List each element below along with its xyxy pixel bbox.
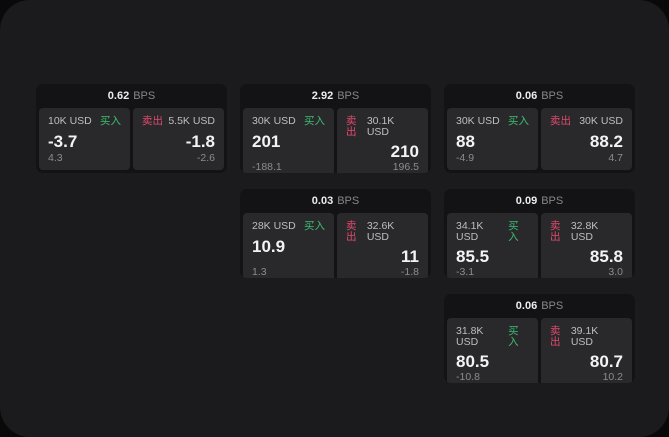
buy-side-label: 买入 [304,220,325,232]
sell-tile[interactable]: 卖出 32.8K USD 85.8 3.0 [541,213,632,278]
sell-size: 39.1K USD [570,325,599,348]
sell-side-label: 卖出 [346,115,357,138]
buy-side-label: 买入 [508,325,519,348]
sell-price: 88.2 [589,131,623,151]
buy-tile[interactable]: 10K USD 买入 -3.7 4.3 [39,108,130,170]
bps-header: 0.09 BPS [444,189,635,211]
bps-unit-label: BPS [541,90,564,102]
sell-side-label: 卖出 [550,325,561,348]
sell-side-label: 卖出 [550,115,571,127]
bps-header: 0.06 BPS [444,84,635,106]
bps-unit-label: BPS [337,195,360,207]
sell-price: 80.7 [589,352,623,371]
price-tiles: 28K USD 买入 10.9 1.3 卖出 32.6K USD 11 -1.8 [240,211,431,278]
buy-tile[interactable]: 30K USD 买入 88 -4.9 [447,108,538,170]
sell-tile[interactable]: 卖出 30.1K USD 210 196.5 [337,108,428,173]
sell-delta: 4.7 [608,151,623,164]
sell-size: 30.1K USD [366,115,395,138]
bps-value: 0.03 [311,195,334,207]
price-tiles: 30K USD 买入 201 -188.1 卖出 30.1K USD 210 1… [240,106,431,173]
sell-delta: -2.6 [196,151,215,164]
buy-price: 88 [456,131,475,151]
quote-card: 0.09 BPS 34.1K USD 买入 85.5 -3.1 卖出 32.8K… [444,189,635,278]
sell-tile[interactable]: 卖出 32.6K USD 11 -1.8 [337,213,428,278]
buy-price: 80.5 [456,352,490,371]
buy-tile[interactable]: 30K USD 买入 201 -188.1 [243,108,334,173]
bps-unit-label: BPS [541,300,564,312]
sell-size: 32.8K USD [570,220,599,243]
buy-price: -3.7 [48,131,78,151]
bps-header: 2.92 BPS [240,84,431,106]
sell-delta: 3.0 [608,265,623,278]
price-tiles: 34.1K USD 买入 85.5 -3.1 卖出 32.8K USD 85.8… [444,211,635,278]
bps-value: 2.92 [311,90,334,102]
sell-price: 210 [390,142,419,161]
price-tiles: 10K USD 买入 -3.7 4.3 卖出 5.5K USD -1.8 -2.… [36,106,227,173]
bps-header: 0.03 BPS [240,189,431,211]
buy-size: 34.1K USD [456,220,484,243]
bps-header: 0.62 BPS [36,84,227,106]
buy-side-label: 买入 [100,115,121,127]
price-tiles: 31.8K USD 买入 80.5 -10.8 卖出 39.1K USD 80.… [444,316,635,383]
quote-card: 0.03 BPS 28K USD 买入 10.9 1.3 卖出 32.6K US… [240,189,431,278]
buy-tile[interactable]: 34.1K USD 买入 85.5 -3.1 [447,213,538,278]
buy-price: 201 [252,131,281,151]
sell-price: -1.8 [185,131,215,151]
sell-delta: -1.8 [400,265,419,278]
bps-value: 0.06 [515,300,538,312]
buy-delta: -188.1 [252,160,282,173]
buy-size: 30K USD [252,115,296,127]
sell-delta: 10.2 [602,370,623,383]
buy-price: 10.9 [252,236,286,256]
sell-tile[interactable]: 卖出 39.1K USD 80.7 10.2 [541,318,632,383]
sell-side-label: 卖出 [142,115,163,127]
sell-size: 32.6K USD [366,220,395,243]
quote-card: 0.06 BPS 30K USD 买入 88 -4.9 卖出 30K USD [444,84,635,173]
bps-unit-label: BPS [337,90,360,102]
quote-card: 0.62 BPS 10K USD 买入 -3.7 4.3 卖出 5.5K USD [36,84,227,173]
bps-header: 0.06 BPS [444,294,635,316]
buy-price: 85.5 [456,247,490,266]
buy-tile[interactable]: 28K USD 买入 10.9 1.3 [243,213,334,278]
buy-size: 31.8K USD [456,325,484,348]
buy-tile[interactable]: 31.8K USD 买入 80.5 -10.8 [447,318,538,383]
sell-price: 11 [401,247,419,266]
buy-side-label: 买入 [508,115,529,127]
sell-delta: 196.5 [392,160,419,173]
sell-tile[interactable]: 卖出 30K USD 88.2 4.7 [541,108,632,170]
buy-delta: -10.8 [456,370,480,383]
buy-size: 30K USD [456,115,500,127]
bps-value: 0.62 [107,90,130,102]
quote-card: 2.92 BPS 30K USD 买入 201 -188.1 卖出 30.1K … [240,84,431,173]
buy-delta: -3.1 [456,265,475,278]
sell-side-label: 卖出 [550,220,561,243]
buy-side-label: 买入 [508,220,519,243]
bps-unit-label: BPS [133,90,156,102]
sell-size: 5.5K USD [168,115,215,127]
sell-size: 30K USD [579,115,623,127]
price-tiles: 30K USD 买入 88 -4.9 卖出 30K USD 88.2 4.7 [444,106,635,173]
buy-size: 10K USD [48,115,92,127]
bps-value: 0.09 [515,195,538,207]
bps-value: 0.06 [515,90,538,102]
quote-card-grid: 0.62 BPS 10K USD 买入 -3.7 4.3 卖出 5.5K USD [36,84,635,383]
sell-tile[interactable]: 卖出 5.5K USD -1.8 -2.6 [133,108,224,170]
bps-unit-label: BPS [541,195,564,207]
buy-size: 28K USD [252,220,296,232]
buy-delta: -4.9 [456,151,475,164]
quote-card: 0.06 BPS 31.8K USD 买入 80.5 -10.8 卖出 39.1… [444,294,635,383]
buy-side-label: 买入 [304,115,325,127]
sell-side-label: 卖出 [346,220,357,243]
buy-delta: 1.3 [252,265,267,278]
buy-delta: 4.3 [48,151,63,164]
sell-price: 85.8 [589,247,623,266]
